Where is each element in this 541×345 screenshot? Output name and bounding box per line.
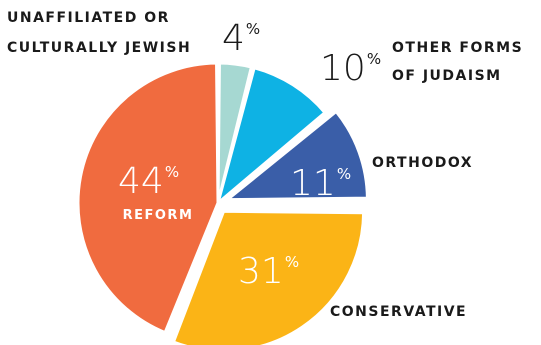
pie-slices: [76, 61, 369, 345]
pie-slice-conservative: [171, 209, 366, 345]
category-label-other-forms-of-judaism-line-1: OTHER FORMS: [392, 40, 523, 56]
category-label-other-forms-of-judaism-line-2: OF JUDAISM: [392, 68, 502, 84]
category-label-orthodox: ORTHODOX: [372, 155, 473, 171]
pie-slice-orthodox: [223, 109, 369, 202]
category-label-conservative: CONSERVATIVE: [330, 304, 467, 320]
pie-slice-other-forms-of-judaism: [215, 65, 328, 208]
pie-slice-reform: [76, 61, 220, 335]
value-label-orthodox: 11%: [290, 163, 351, 204]
category-label-unaffiliated-or-culturally-jewish-line-1: UNAFFILIATED OR: [7, 10, 170, 26]
category-label-reform: REFORM: [123, 208, 194, 223]
value-label-conservative: 31%: [238, 251, 299, 292]
value-label-other-forms-of-judaism: 10%: [320, 48, 381, 89]
value-label-reform: 44%: [118, 161, 179, 202]
category-label-unaffiliated-or-culturally-jewish-line-2: CULTURALLY JEWISH: [7, 40, 191, 56]
value-label-unaffiliated-or-culturally-jewish: 4%: [222, 18, 260, 59]
pie-labels: 4% UNAFFILIATED OR CULTURALLY JEWISH 10% OTH…: [7, 10, 523, 320]
